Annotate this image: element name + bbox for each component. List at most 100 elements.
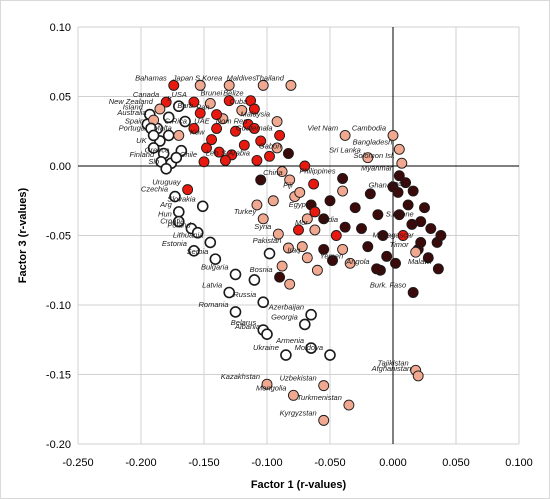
point-label: Hun (158, 210, 172, 219)
data-point (381, 250, 393, 262)
point-label: Bangladesh (353, 137, 393, 146)
data-point (422, 252, 434, 264)
y-tick-label: -0.20 (46, 439, 71, 451)
x-tick-label: -0.100 (251, 457, 282, 469)
data-point (271, 116, 283, 127)
point-label: Georgia (271, 312, 298, 321)
data-point (318, 380, 330, 392)
x-tick-label: -0.200 (125, 457, 156, 469)
point-label: Dom Rep (216, 116, 248, 125)
data-point (230, 125, 241, 137)
data-point (337, 185, 349, 197)
y-tick-label: -0.15 (46, 370, 71, 382)
point-label: Egypt (289, 200, 309, 209)
point-label: Cuba (229, 97, 247, 106)
point-label: Angola (345, 257, 369, 266)
point-label: Ghana (369, 180, 392, 189)
data-point (173, 206, 185, 218)
data-point (261, 328, 273, 340)
data-point (274, 129, 286, 141)
point-label: Portugal (119, 123, 147, 132)
y-axis-title: Factor 3 (r-values) (17, 187, 29, 283)
data-point (255, 135, 267, 147)
point-label: Arg (159, 200, 173, 209)
data-point (276, 166, 288, 178)
data-point (162, 111, 175, 124)
data-point (288, 389, 299, 401)
point-label: C.Rica (164, 116, 187, 125)
point-label: Chile (180, 150, 197, 159)
point-label: S.Leone (386, 210, 414, 219)
data-point (271, 142, 283, 154)
y-tick-label: -0.10 (46, 300, 71, 312)
data-point (229, 306, 242, 318)
point-label: Turkey (234, 207, 258, 216)
data-point (204, 236, 217, 249)
data-point (372, 209, 384, 221)
y-tick-label: 0.05 (50, 92, 71, 104)
point-label: Fiji (283, 180, 293, 189)
point-label: Russia (233, 290, 256, 299)
point-label: India (322, 215, 338, 224)
data-point (339, 129, 351, 141)
point-label: Solomon Isl. (354, 151, 395, 160)
point-label: Laos (390, 179, 407, 188)
data-point (387, 129, 399, 141)
point-label: Poland (167, 221, 191, 230)
data-point (390, 257, 401, 269)
point-label: Iraq (287, 246, 301, 255)
data-points (141, 79, 447, 426)
data-point (392, 186, 404, 198)
data-point (251, 154, 263, 166)
point-label: S.Arabia (221, 148, 250, 157)
data-point (305, 308, 317, 321)
data-point (284, 174, 296, 186)
point-label: Cambodia (352, 123, 386, 132)
data-point (272, 228, 284, 240)
data-point (402, 199, 414, 211)
data-point (173, 129, 185, 141)
data-point (255, 174, 267, 186)
data-point (248, 274, 261, 286)
data-point (248, 123, 260, 134)
data-point (194, 107, 206, 119)
data-point (206, 134, 218, 146)
point-label: Thailand (255, 73, 285, 82)
data-point (324, 349, 336, 361)
data-point (419, 202, 430, 214)
point-label: Leb (206, 148, 219, 157)
data-point (296, 241, 308, 253)
data-point (301, 213, 313, 225)
data-point (356, 223, 367, 235)
data-point (160, 162, 172, 175)
point-label: Albania (234, 322, 260, 331)
data-point (407, 185, 419, 197)
data-point (257, 213, 269, 225)
point-label: Philippines (299, 167, 336, 176)
point-label: UK (136, 136, 147, 145)
data-point (343, 399, 355, 411)
point-label: Uzbekistan (280, 374, 317, 383)
data-point (204, 97, 216, 109)
data-point (263, 247, 276, 260)
data-point (282, 242, 294, 254)
data-point (251, 199, 263, 211)
point-label: Malta (153, 123, 171, 132)
data-point (223, 79, 235, 91)
data-point (257, 296, 270, 309)
point-label: Viet Nam (307, 123, 338, 132)
data-point (219, 154, 231, 166)
data-point (154, 103, 166, 115)
zero-axes (78, 27, 519, 444)
data-point (267, 195, 279, 207)
y-tick-label: 0.10 (50, 22, 71, 34)
data-point (238, 139, 250, 151)
point-label: Brunei (201, 89, 223, 98)
point-label: Bosnia (250, 265, 273, 274)
data-point (344, 257, 356, 269)
point-label: Belize (223, 89, 243, 98)
data-point (305, 342, 317, 354)
data-point (168, 79, 180, 91)
point-label: Kazakhstan (221, 372, 260, 381)
